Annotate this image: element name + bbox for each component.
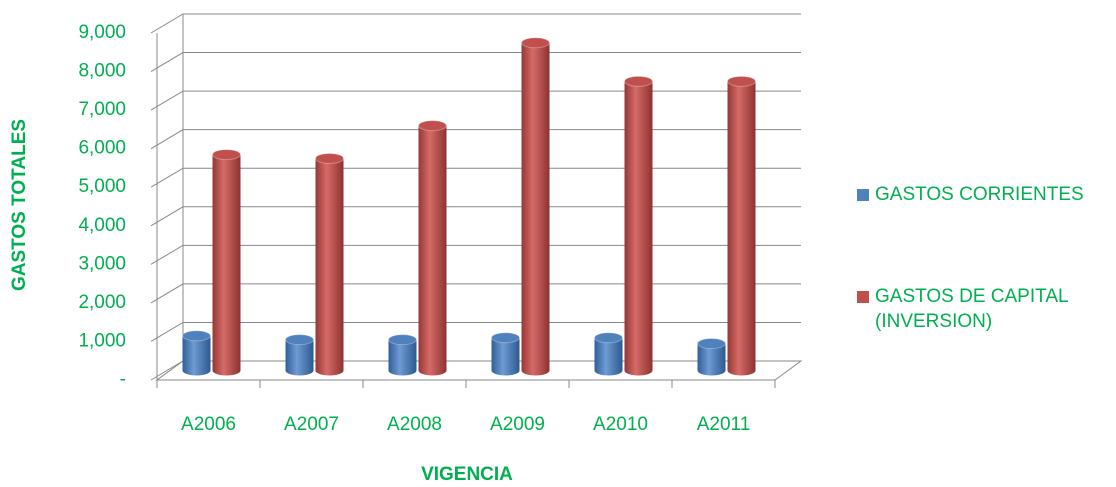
bar-cap xyxy=(727,75,756,87)
legend-swatch xyxy=(857,291,869,303)
bar-cap xyxy=(418,120,447,132)
bar-cap xyxy=(594,332,623,344)
y-tick-label: 6,000 xyxy=(78,138,126,159)
bar-cap xyxy=(624,75,653,87)
bar xyxy=(182,335,211,376)
bar xyxy=(212,154,241,376)
x-tick-label: A2010 xyxy=(593,414,648,435)
bar-cap xyxy=(491,332,520,344)
bar-cap xyxy=(388,334,417,346)
x-tick-label: A2006 xyxy=(181,414,236,435)
bar-cap xyxy=(212,149,241,161)
bar xyxy=(727,81,756,376)
bar-cap xyxy=(315,152,344,164)
legend-label: GASTOS DE CAPITAL (INVERSION) xyxy=(875,286,1068,332)
y-tick-label: 2,000 xyxy=(78,292,126,313)
x-tick-label: A2009 xyxy=(490,414,545,435)
y-tick-label: 5,000 xyxy=(78,176,126,197)
grid-line xyxy=(150,129,801,150)
y-axis-title: GASTOS TOTALES xyxy=(9,119,30,291)
grid-line xyxy=(150,206,801,227)
y-tick-label: 9,000 xyxy=(78,22,126,43)
grid-line xyxy=(150,321,801,342)
bar xyxy=(594,337,623,376)
y-tick-label: 8,000 xyxy=(78,61,126,82)
bar xyxy=(491,337,520,376)
bar xyxy=(624,81,653,376)
y-tick-label: 3,000 xyxy=(78,253,126,274)
x-axis-title: VIGENCIA xyxy=(421,464,513,485)
y-tick-label: 4,000 xyxy=(78,215,126,236)
bar-cap xyxy=(285,334,314,346)
bar-cap xyxy=(521,37,550,49)
grid-line xyxy=(150,13,801,34)
bar xyxy=(697,343,726,376)
x-tick-label: A2011 xyxy=(697,414,751,435)
y-tick-label: 7,000 xyxy=(78,99,126,120)
grid-line xyxy=(150,90,801,111)
legend-label: GASTOS CORRIENTES xyxy=(875,184,1084,205)
x-tick-label: A2007 xyxy=(284,414,339,435)
bar xyxy=(418,125,447,376)
bar xyxy=(388,339,417,376)
grid-line xyxy=(150,167,801,188)
grid-line xyxy=(150,52,801,72)
x-tick-label: A2008 xyxy=(387,414,442,435)
grid-line xyxy=(150,283,801,304)
bar-cap xyxy=(182,330,211,342)
bar-cap xyxy=(697,338,726,350)
bar xyxy=(285,339,314,376)
grid-line xyxy=(150,244,801,265)
legend-swatch xyxy=(857,189,869,201)
y-tick-label: 1,000 xyxy=(78,330,126,351)
bar xyxy=(315,158,344,376)
y-tick-label: - xyxy=(120,369,126,390)
bar xyxy=(521,42,550,376)
